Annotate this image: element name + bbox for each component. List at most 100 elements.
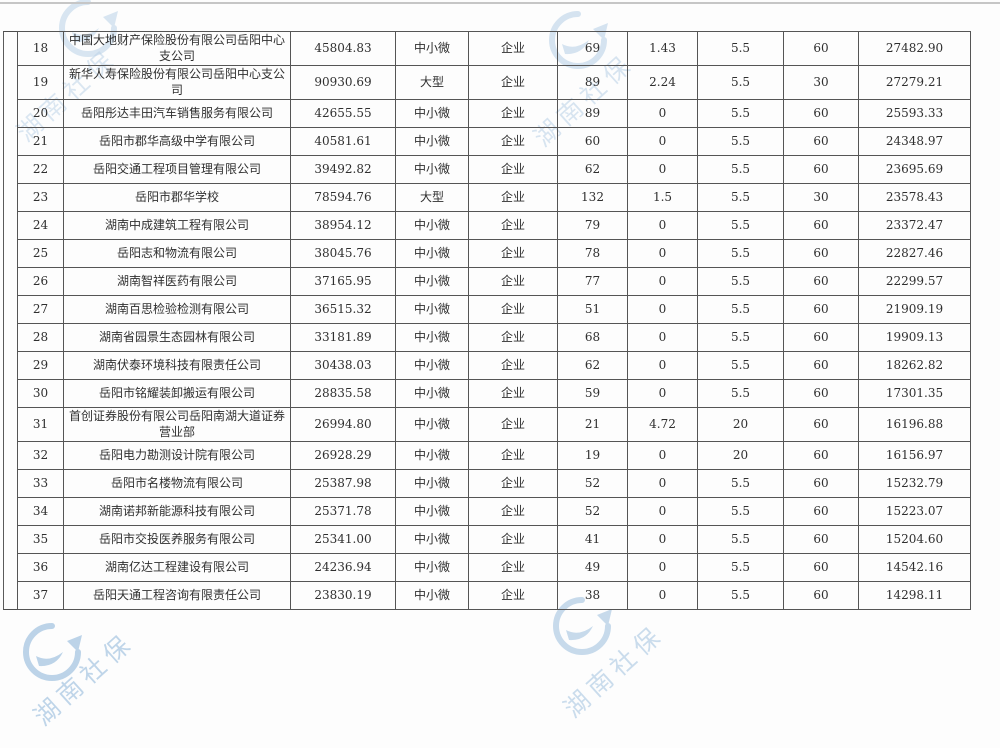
cell-headcount: 21 [557, 407, 628, 442]
cell-rank: 34 [17, 497, 64, 526]
cell-company-name: 岳阳市交投医养服务有限公司 [63, 525, 291, 554]
table-row: 27 湖南百思检验检测有限公司 36515.32 中小微 企业 51 0 5.5… [17, 295, 971, 324]
cell-headcount: 51 [557, 295, 628, 324]
page-crop-line [0, 2, 1000, 4]
cell-ratio: 5.5 [697, 553, 784, 582]
cell-amount: 23695.69 [858, 155, 971, 184]
cell-amount: 24348.97 [858, 127, 971, 156]
cell-company-name: 湖南中成建筑工程有限公司 [63, 211, 291, 240]
cell-ratio: 5.5 [697, 183, 784, 212]
cell-unit-type: 企业 [468, 351, 558, 380]
cell-size-category: 中小微 [395, 351, 469, 380]
cell-company-name: 岳阳天通工程咨询有限责任公司 [63, 581, 291, 610]
cell-salary: 40581.61 [290, 127, 396, 156]
cell-unit-type: 企业 [468, 407, 558, 442]
cell-ratio: 5.5 [697, 65, 784, 100]
cell-months: 60 [783, 295, 859, 324]
cell-amount: 18262.82 [858, 351, 971, 380]
cell-rate: 0 [627, 211, 698, 240]
cell-size-category: 中小微 [395, 295, 469, 324]
cell-headcount: 69 [557, 31, 628, 66]
cell-months: 30 [783, 183, 859, 212]
cell-salary: 25341.00 [290, 525, 396, 554]
cell-company-name: 岳阳电力勘测设计院有限公司 [63, 441, 291, 470]
cell-unit-type: 企业 [468, 155, 558, 184]
watermark-text: 湖南社保 [558, 618, 670, 724]
company-table: 18 中国大地财产保险股份有限公司岳阳中心支公司 45804.83 中小微 企业… [17, 31, 971, 610]
cell-salary: 90930.69 [290, 65, 396, 100]
table-row: 21 岳阳市郡华高级中学有限公司 40581.61 中小微 企业 60 0 5.… [17, 127, 971, 156]
cell-size-category: 中小微 [395, 323, 469, 352]
cell-salary: 30438.03 [290, 351, 396, 380]
cell-rank: 18 [17, 31, 64, 66]
cell-size-category: 中小微 [395, 407, 469, 442]
cell-headcount: 89 [557, 65, 628, 100]
cell-unit-type: 企业 [468, 267, 558, 296]
cell-months: 60 [783, 323, 859, 352]
company-table-wrap: 18 中国大地财产保险股份有限公司岳阳中心支公司 45804.83 中小微 企业… [3, 31, 971, 610]
cell-company-name: 岳阳彤达丰田汽车销售服务有限公司 [63, 99, 291, 128]
cell-rank: 28 [17, 323, 64, 352]
cell-company-name: 湖南亿达工程建设有限公司 [63, 553, 291, 582]
cell-headcount: 62 [557, 351, 628, 380]
cell-company-name: 湖南智祥医药有限公司 [63, 267, 291, 296]
watermark-text: 湖南社保 [28, 626, 140, 732]
social-security-logo-icon [23, 623, 82, 681]
cell-company-name: 新华人寿保险股份有限公司岳阳中心支公司 [63, 65, 291, 100]
cell-company-name: 湖南百思检验检测有限公司 [63, 295, 291, 324]
table-row: 18 中国大地财产保险股份有限公司岳阳中心支公司 45804.83 中小微 企业… [17, 31, 971, 66]
cell-rank: 27 [17, 295, 64, 324]
cell-rank: 36 [17, 553, 64, 582]
cell-size-category: 中小微 [395, 267, 469, 296]
cell-months: 60 [783, 379, 859, 408]
cell-headcount: 77 [557, 267, 628, 296]
cell-rate: 0 [627, 469, 698, 498]
table-row: 30 岳阳市铭耀装卸搬运有限公司 28835.58 中小微 企业 59 0 5.… [17, 379, 971, 408]
cell-rate: 0 [627, 239, 698, 268]
cell-unit-type: 企业 [468, 65, 558, 100]
cell-salary: 33181.89 [290, 323, 396, 352]
cell-months: 60 [783, 239, 859, 268]
cell-rank: 33 [17, 469, 64, 498]
cell-ratio: 20 [697, 407, 784, 442]
cell-headcount: 59 [557, 379, 628, 408]
cell-headcount: 60 [557, 127, 628, 156]
cell-rank: 21 [17, 127, 64, 156]
cell-salary: 23830.19 [290, 581, 396, 610]
cell-ratio: 5.5 [697, 469, 784, 498]
cell-rate: 0 [627, 379, 698, 408]
cell-salary: 42655.55 [290, 99, 396, 128]
cell-months: 60 [783, 441, 859, 470]
cell-salary: 28835.58 [290, 379, 396, 408]
cell-rank: 22 [17, 155, 64, 184]
cell-months: 60 [783, 553, 859, 582]
cell-ratio: 5.5 [697, 211, 784, 240]
cell-ratio: 5.5 [697, 323, 784, 352]
cell-rate: 0 [627, 99, 698, 128]
cell-size-category: 大型 [395, 65, 469, 100]
cell-headcount: 78 [557, 239, 628, 268]
cell-ratio: 5.5 [697, 31, 784, 66]
cell-months: 60 [783, 155, 859, 184]
cell-headcount: 79 [557, 211, 628, 240]
cell-ratio: 5.5 [697, 525, 784, 554]
cell-amount: 23578.43 [858, 183, 971, 212]
cell-rank: 26 [17, 267, 64, 296]
cell-rate: 2.24 [627, 65, 698, 100]
cell-headcount: 132 [557, 183, 628, 212]
cell-company-name: 岳阳市铭耀装卸搬运有限公司 [63, 379, 291, 408]
table-row: 34 湖南诺邦新能源科技有限公司 25371.78 中小微 企业 52 0 5.… [17, 497, 971, 526]
table-row: 33 岳阳市名楼物流有限公司 25387.98 中小微 企业 52 0 5.5 … [17, 469, 971, 498]
table-row: 20 岳阳彤达丰田汽车销售服务有限公司 42655.55 中小微 企业 89 0… [17, 99, 971, 128]
cell-months: 60 [783, 407, 859, 442]
cell-unit-type: 企业 [468, 323, 558, 352]
cell-amount: 23372.47 [858, 211, 971, 240]
cell-amount: 27482.90 [858, 31, 971, 66]
cell-salary: 38954.12 [290, 211, 396, 240]
cell-unit-type: 企业 [468, 553, 558, 582]
cell-salary: 39492.82 [290, 155, 396, 184]
cell-ratio: 5.5 [697, 239, 784, 268]
cell-size-category: 中小微 [395, 497, 469, 526]
cell-rank: 35 [17, 525, 64, 554]
cell-ratio: 5.5 [697, 379, 784, 408]
